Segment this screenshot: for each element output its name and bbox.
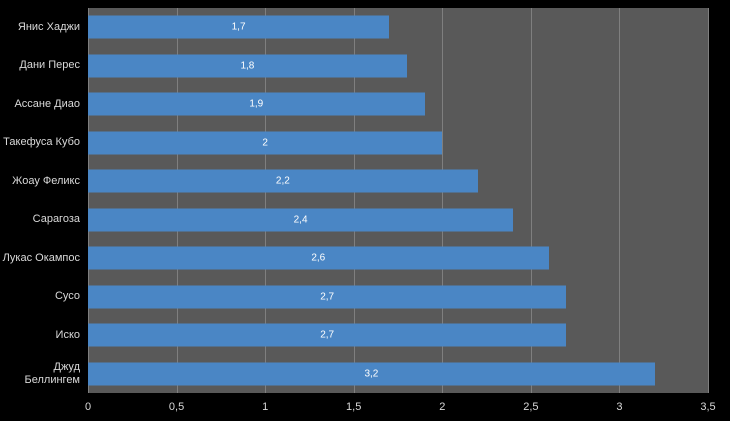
- gridline: [265, 8, 267, 393]
- category-label: Жоау Феликс: [12, 174, 80, 187]
- bar: 2,4: [88, 208, 514, 232]
- gridline: [176, 8, 178, 393]
- bar-value-label: 2,4: [293, 214, 308, 226]
- category-label: Лукас Окампос: [2, 251, 80, 264]
- bar-value-label: 1,9: [249, 98, 264, 110]
- bar-track: 1,7: [88, 8, 708, 47]
- chart-row: Янис Хаджи 1,7: [0, 8, 708, 47]
- x-tick-label: 2: [439, 401, 446, 413]
- chart-rows: Янис Хаджи 1,7 Дани Перес 1,8 Ассане Диао 1,9…: [0, 8, 708, 393]
- chart-row: Джуд Беллингем 3,2: [0, 355, 708, 394]
- bar: 2,2: [88, 169, 478, 193]
- x-tick-label: 0: [84, 401, 92, 413]
- bar-value-label: 2: [262, 137, 268, 149]
- category-label: Дани Перес: [19, 59, 80, 72]
- x-axis-ticks: 0 0,5 1 1,5 2 2,5 3 3,5: [84, 401, 716, 417]
- category-label: Сарагоза: [32, 213, 80, 226]
- bar: 2,6: [88, 246, 549, 270]
- bar-track: 2,7: [88, 316, 708, 355]
- bar-value-label: 1,7: [231, 21, 246, 33]
- bar-track: 2: [88, 124, 708, 163]
- chart-row: Такефуса Кубо 2: [0, 124, 708, 163]
- bar-value-label: 2,7: [320, 291, 335, 303]
- chart-row: Сусо 2,7: [0, 278, 708, 317]
- bar-track: 2,6: [88, 239, 708, 278]
- category-label: Джуд Беллингем: [24, 360, 80, 386]
- chart-row: Дани Перес 1,8: [0, 47, 708, 86]
- category-label: Иско: [55, 328, 80, 341]
- gridline: [353, 8, 355, 393]
- bar-value-label: 2,6: [311, 252, 326, 264]
- x-tick-label: 3,5: [700, 401, 716, 413]
- bar: 2,7: [88, 285, 567, 309]
- bar: 2: [88, 131, 443, 155]
- category-label: Такефуса Кубо: [3, 136, 80, 149]
- x-tick-label: 1: [262, 401, 269, 413]
- bar-track: 1,9: [88, 85, 708, 124]
- bar: 1,8: [88, 54, 407, 78]
- gridline: [619, 8, 621, 393]
- bar: 1,9: [88, 92, 425, 116]
- bar: 1,7: [88, 15, 390, 39]
- bar-value-label: 3,2: [364, 368, 379, 380]
- gridline: [708, 8, 709, 393]
- bar-track: 2,2: [88, 162, 708, 201]
- category-label: Сусо: [54, 290, 80, 303]
- gridline: [88, 8, 89, 393]
- bar-value-label: 1,8: [240, 60, 255, 72]
- bar-track: 2,7: [88, 278, 708, 317]
- chart-row: Ассане Диао 1,9: [0, 85, 708, 124]
- bar-value-label: 2,2: [275, 175, 290, 187]
- bar: 3,2: [88, 362, 655, 386]
- x-tick-label: 1,5: [346, 401, 362, 413]
- category-label: Ассане Диао: [14, 97, 80, 110]
- bar-track: 3,2: [88, 355, 708, 394]
- category-label: Янис Хаджи: [17, 20, 80, 33]
- bar: 2,7: [88, 323, 567, 347]
- gridline: [530, 8, 532, 393]
- chart-row: Сарагоза 2,4: [0, 201, 708, 240]
- x-tick-label: 0,5: [168, 401, 185, 413]
- bar-track: 1,8: [88, 47, 708, 86]
- bar-track: 2,4: [88, 201, 708, 240]
- x-tick-label: 2,5: [523, 401, 539, 413]
- gridline: [442, 8, 444, 393]
- chart-row: Иско 2,7: [0, 316, 708, 355]
- chart-row: Лукас Окампос 2,6: [0, 239, 708, 278]
- x-tick-label: 3: [616, 401, 623, 413]
- bar-value-label: 2,7: [320, 329, 335, 341]
- chart-row: Жоау Феликс 2,2: [0, 162, 708, 201]
